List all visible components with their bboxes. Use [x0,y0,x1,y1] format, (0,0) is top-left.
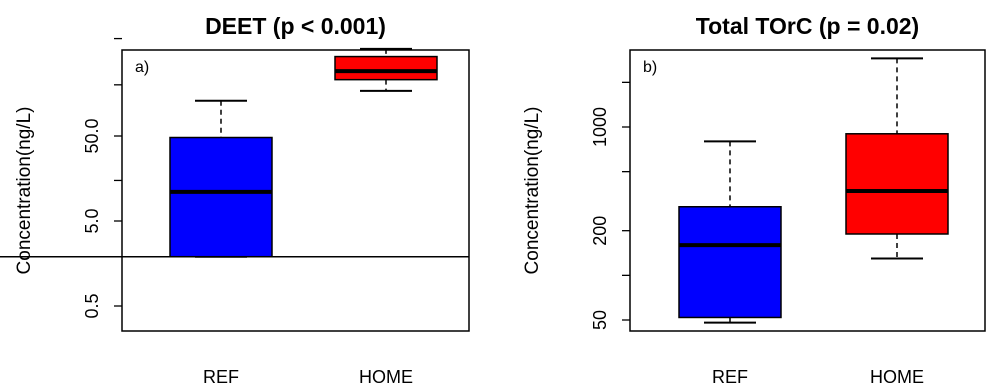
panel-1-panel-label: a) [135,59,149,76]
panel-2-x-label-home: HOME [870,367,924,387]
panel-1-y-tick-label-0: 0.5 [82,293,102,318]
panel-1-y-axis-label: Concentration(ng/L) [14,107,35,275]
panel-2-panel-label: b) [643,59,657,76]
panel-2-box-ref-iqr [678,206,782,319]
panel-2-title: Total TOrC (p = 0.02) [696,13,919,39]
panel-2-y-tick-label-1: 200 [590,216,610,246]
panel-2-y-tick-label-0: 50 [590,310,610,330]
panel-1-title: DEET (p < 0.001) [205,13,386,39]
panel-1-x-label-ref: REF [203,367,239,387]
panel-2-box-home-iqr [845,133,949,235]
panel-1-box-home-iqr [334,55,438,81]
panel-2-y-tick-label-2: 1000 [590,107,610,147]
panel-1-box-ref-iqr [169,136,273,258]
panel-1-x-label-home: HOME [359,367,413,387]
panel-1-y-tick-label-2: 50.0 [82,118,102,153]
panel-2-y-axis-label: Concentration(ng/L) [522,107,543,275]
panel-2-x-label-ref: REF [712,367,748,387]
panel-1-y-tick-label-1: 5.0 [82,208,102,233]
panel-1-plot-frame [121,49,470,332]
panel-2-plot-frame [629,49,986,332]
